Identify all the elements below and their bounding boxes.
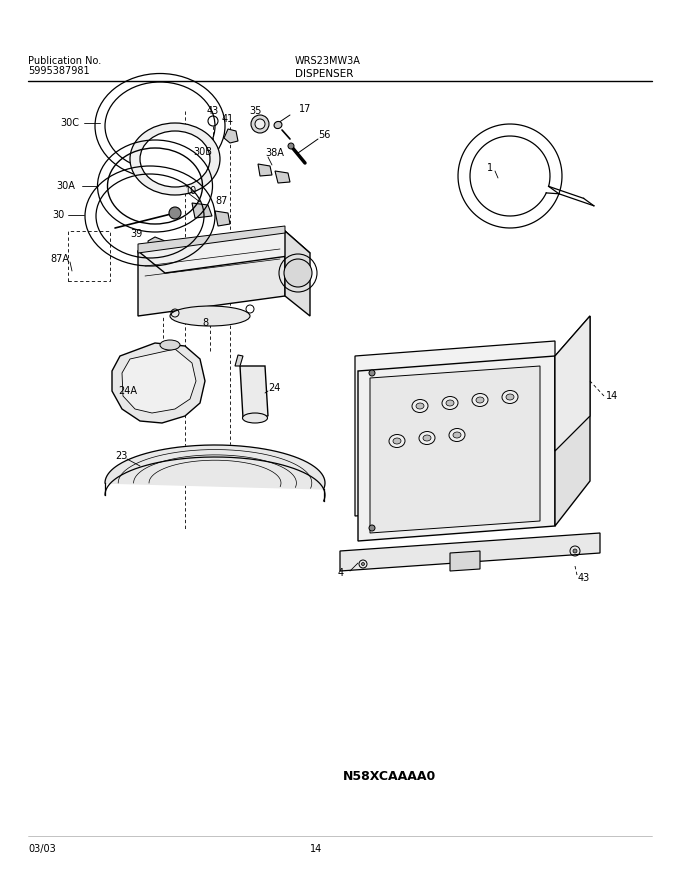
Polygon shape [138, 231, 285, 316]
Text: 1: 1 [487, 163, 493, 173]
Text: 43: 43 [578, 573, 590, 583]
Polygon shape [192, 203, 212, 218]
Polygon shape [112, 343, 205, 423]
Text: 23: 23 [115, 451, 127, 461]
Polygon shape [258, 164, 272, 176]
Polygon shape [138, 226, 285, 253]
Ellipse shape [416, 403, 424, 409]
Ellipse shape [449, 429, 465, 442]
Ellipse shape [502, 390, 518, 403]
Text: 39: 39 [130, 229, 142, 239]
Ellipse shape [423, 435, 431, 441]
Ellipse shape [251, 115, 269, 133]
Text: 35: 35 [249, 106, 261, 116]
Polygon shape [240, 366, 268, 418]
Ellipse shape [243, 413, 267, 423]
Ellipse shape [170, 306, 250, 326]
Text: 41: 41 [222, 114, 234, 124]
Circle shape [288, 143, 294, 149]
Ellipse shape [476, 397, 484, 403]
Text: 87A: 87A [50, 254, 69, 264]
Text: 30B: 30B [193, 147, 212, 157]
Polygon shape [555, 316, 590, 526]
Text: 24A: 24A [118, 386, 137, 396]
Ellipse shape [255, 119, 265, 129]
Polygon shape [450, 551, 480, 571]
Text: 56: 56 [318, 130, 330, 140]
Text: 30: 30 [52, 210, 64, 220]
Ellipse shape [389, 435, 405, 448]
Text: 24: 24 [268, 383, 280, 393]
Ellipse shape [140, 131, 210, 187]
Ellipse shape [130, 123, 220, 195]
Text: WRS23MW3A: WRS23MW3A [295, 56, 361, 66]
Polygon shape [215, 211, 230, 226]
Text: 38A: 38A [266, 148, 284, 158]
Ellipse shape [160, 340, 180, 350]
Circle shape [362, 563, 364, 565]
Text: 10: 10 [185, 186, 197, 196]
Ellipse shape [442, 396, 458, 409]
Circle shape [573, 549, 577, 553]
Ellipse shape [412, 400, 428, 413]
Text: 14: 14 [606, 391, 618, 401]
Ellipse shape [419, 431, 435, 444]
Circle shape [369, 525, 375, 531]
Text: 87: 87 [216, 196, 228, 206]
Circle shape [169, 207, 181, 219]
Ellipse shape [284, 259, 312, 287]
Polygon shape [285, 231, 310, 316]
Polygon shape [105, 445, 325, 489]
Polygon shape [275, 171, 290, 183]
Text: 30C: 30C [60, 118, 79, 128]
Text: 8: 8 [202, 318, 208, 328]
Text: 30A: 30A [56, 181, 75, 191]
Polygon shape [340, 533, 600, 571]
Text: N58XCAAAA0: N58XCAAAA0 [343, 769, 437, 782]
Text: Publication No.: Publication No. [28, 56, 101, 66]
Polygon shape [138, 231, 310, 273]
Ellipse shape [453, 432, 461, 438]
Polygon shape [148, 237, 168, 253]
Text: 43: 43 [207, 106, 219, 116]
Polygon shape [555, 316, 590, 451]
Polygon shape [122, 349, 196, 413]
Ellipse shape [472, 394, 488, 407]
Text: 5995387981: 5995387981 [28, 66, 90, 76]
Text: DISPENSER: DISPENSER [295, 69, 354, 79]
Polygon shape [355, 341, 555, 516]
Ellipse shape [506, 394, 514, 400]
Polygon shape [370, 366, 540, 533]
Text: 14: 14 [310, 844, 322, 854]
Polygon shape [235, 355, 243, 366]
Polygon shape [358, 356, 555, 541]
Ellipse shape [274, 121, 282, 129]
Text: 4: 4 [338, 568, 344, 578]
Ellipse shape [393, 438, 401, 444]
Polygon shape [224, 129, 238, 143]
Text: 17: 17 [299, 104, 311, 114]
Ellipse shape [446, 400, 454, 406]
Circle shape [369, 370, 375, 376]
Text: 03/03: 03/03 [28, 844, 56, 854]
